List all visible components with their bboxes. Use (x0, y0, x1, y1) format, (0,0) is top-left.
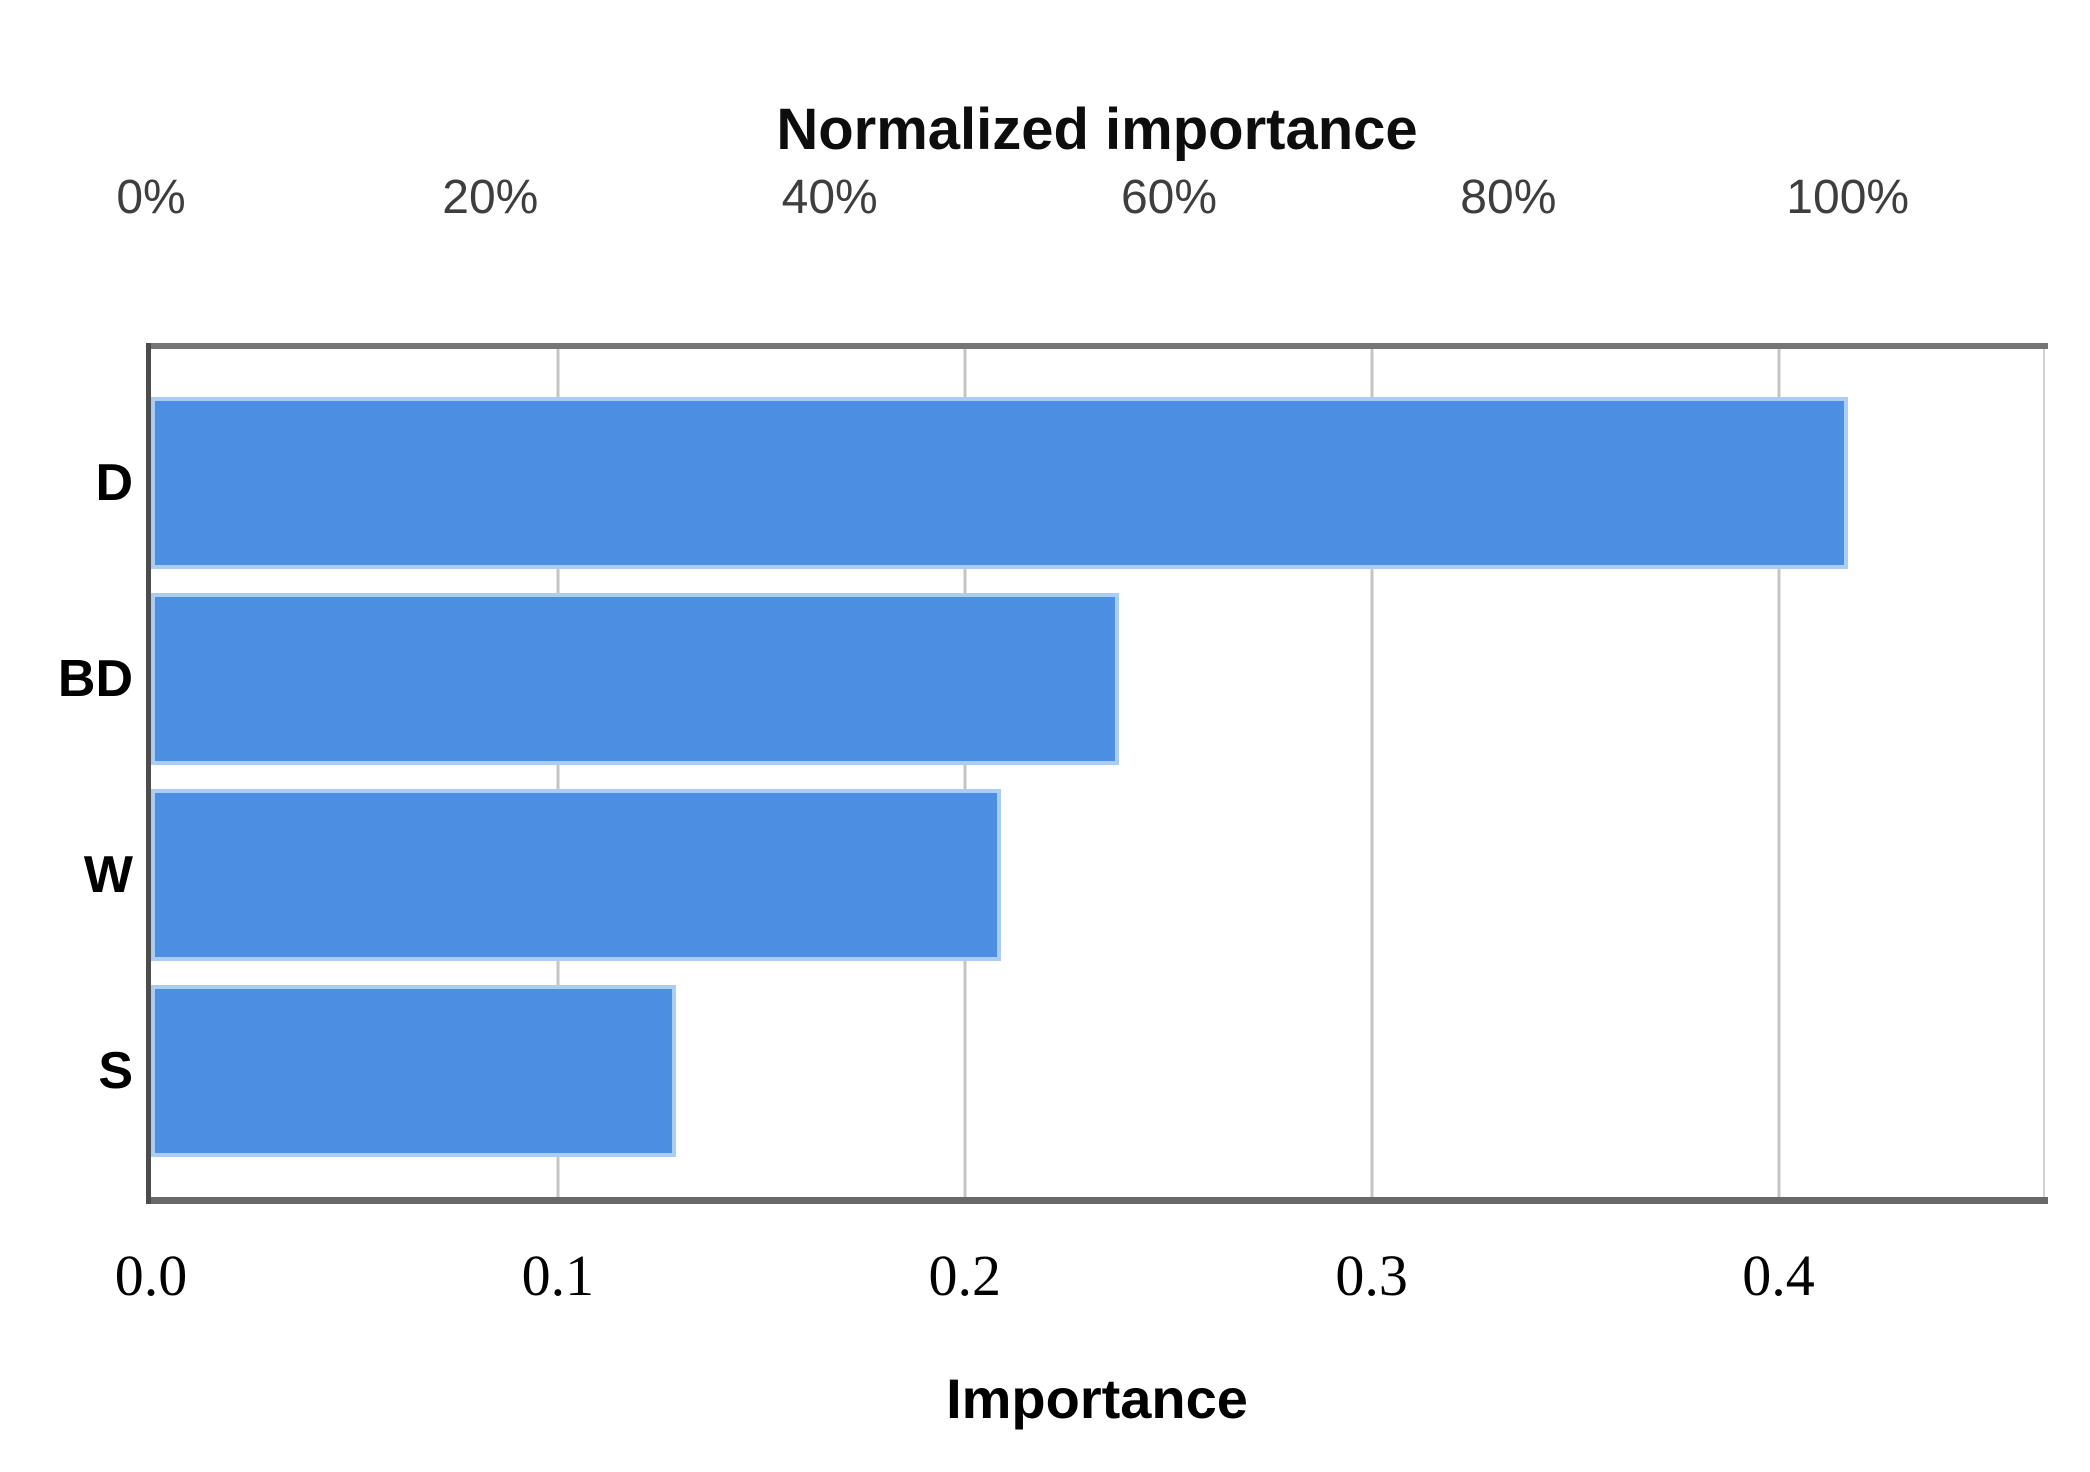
plot-area (146, 343, 2048, 1204)
top-axis-line (146, 343, 2048, 349)
gridline (963, 349, 967, 1197)
right-axis-line (2043, 349, 2045, 1197)
bottom-axis-line (146, 1197, 2048, 1204)
top-axis-tick-label: 100% (1786, 171, 1910, 224)
category-label-d: D (95, 454, 133, 512)
top-axis-tick-label: 60% (1120, 171, 1218, 224)
left-axis-line (146, 343, 151, 1204)
bottom-axis-tick-label: 0.0 (114, 1243, 188, 1308)
bottom-axis-tick-label: 0.3 (1335, 1243, 1408, 1308)
top-axis-tick-label: 40% (781, 171, 878, 224)
bar-bd (151, 593, 1120, 765)
x-axis-label: Importance (946, 1367, 1248, 1430)
bottom-axis-tick-label: 0.1 (521, 1243, 595, 1308)
gridline (1777, 349, 1781, 1197)
gridline (556, 349, 560, 1197)
top-axis-tick-label: 80% (1460, 171, 1557, 224)
top-axis-tick-label: 20% (442, 171, 539, 224)
bottom-axis-tick-label: 0.4 (1742, 1243, 1815, 1308)
top-axis-tick-label: 0% (116, 171, 186, 224)
bar-s (151, 985, 676, 1157)
gridline (1370, 349, 1374, 1197)
category-label-s: S (98, 1042, 133, 1100)
category-label-bd: BD (57, 650, 133, 708)
category-label-w: W (83, 846, 133, 904)
bar-d (151, 397, 1848, 569)
bottom-axis-tick-label: 0.2 (928, 1243, 1002, 1308)
chart-title: Normalized importance (776, 97, 1418, 162)
bar-w (151, 789, 1002, 961)
